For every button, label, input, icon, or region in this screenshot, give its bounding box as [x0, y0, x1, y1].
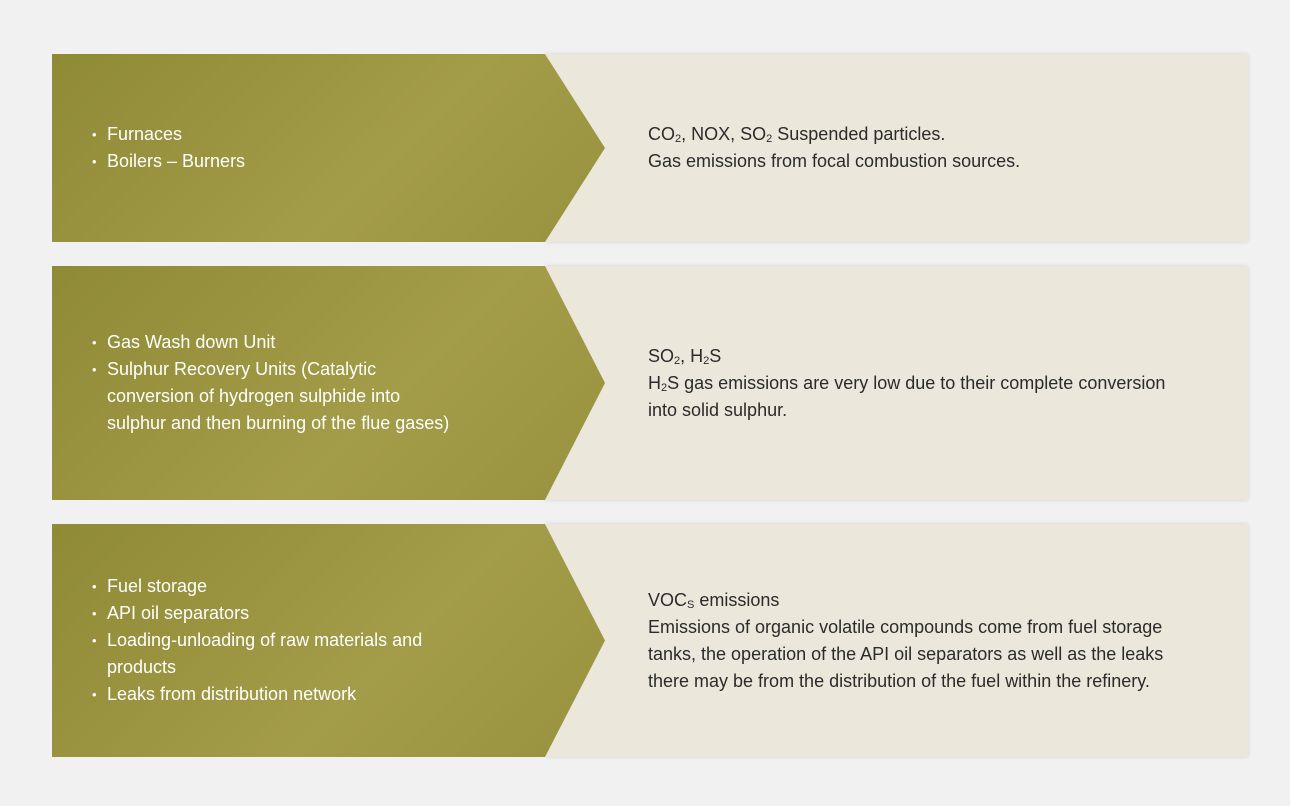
row: Gas Wash down UnitSulphur Recovery Units…	[52, 266, 1248, 500]
emission-text: SO2, H2S H2S gas emissions are very low d…	[648, 343, 1168, 424]
emission-line: H2S gas emissions are very low due to th…	[648, 370, 1168, 424]
emission-line: Gas emissions from focal combustion sour…	[648, 148, 1168, 175]
source-item: API oil separators	[92, 600, 452, 627]
source-item: Furnaces	[92, 121, 452, 148]
text-run: , NOX, SO	[681, 124, 767, 144]
source-box: Gas Wash down UnitSulphur Recovery Units…	[52, 266, 605, 500]
source-item: Gas Wash down Unit	[92, 329, 452, 356]
text-run: S	[709, 345, 722, 366]
emission-line: Emissions of organic volatile compounds …	[648, 614, 1168, 695]
source-item: Loading-unloading of raw materials and p…	[92, 627, 452, 681]
source-list: FurnacesBoilers – Burners	[52, 121, 452, 175]
emission-box: VOCS emissions Emissions of organic volat…	[546, 524, 1248, 757]
subscript: 2	[674, 354, 681, 367]
emission-box: SO2, H2S H2S gas emissions are very low d…	[546, 266, 1248, 500]
text-run: Emissions of organic volatile compounds …	[648, 616, 1164, 691]
subscript: 2	[703, 354, 710, 367]
subscript: 2	[766, 133, 773, 145]
source-item: Sulphur Recovery Units (Catalytic conver…	[92, 356, 452, 437]
text-run: VOC	[648, 589, 688, 610]
emission-text: CO2, NOX, SO2 Suspended particles. Gas em…	[648, 121, 1168, 175]
text-run: CO	[648, 124, 675, 144]
emission-line: SO2, H2S	[648, 343, 1168, 370]
text-run: emissions	[694, 589, 780, 610]
emission-line: CO2, NOX, SO2 Suspended particles.	[648, 121, 1168, 148]
source-box: FurnacesBoilers – Burners	[52, 54, 605, 242]
subscript: S	[687, 598, 695, 611]
emission-box: CO2, NOX, SO2 Suspended particles. Gas em…	[546, 54, 1248, 242]
text-run: SO	[648, 345, 675, 366]
source-box: Fuel storageAPI oil separatorsLoading-un…	[52, 524, 605, 757]
text-run: , H	[680, 345, 704, 366]
text-run: S gas emissions are very low due to thei…	[648, 372, 1166, 420]
row: Fuel storageAPI oil separatorsLoading-un…	[52, 524, 1248, 757]
source-item: Fuel storage	[92, 573, 452, 600]
emission-line: VOCS emissions	[648, 587, 1168, 614]
source-list: Fuel storageAPI oil separatorsLoading-un…	[52, 573, 452, 708]
source-list: Gas Wash down UnitSulphur Recovery Units…	[52, 329, 452, 437]
text-run: Gas emissions from focal combustion sour…	[648, 151, 1021, 171]
text-run: Suspended particles.	[772, 124, 946, 144]
text-run: H	[648, 372, 661, 393]
source-item: Boilers – Burners	[92, 148, 452, 175]
emission-text: VOCS emissions Emissions of organic volat…	[648, 587, 1168, 695]
subscript: 2	[661, 381, 668, 394]
subscript: 2	[675, 133, 682, 145]
source-item: Leaks from distribution network	[92, 681, 452, 708]
